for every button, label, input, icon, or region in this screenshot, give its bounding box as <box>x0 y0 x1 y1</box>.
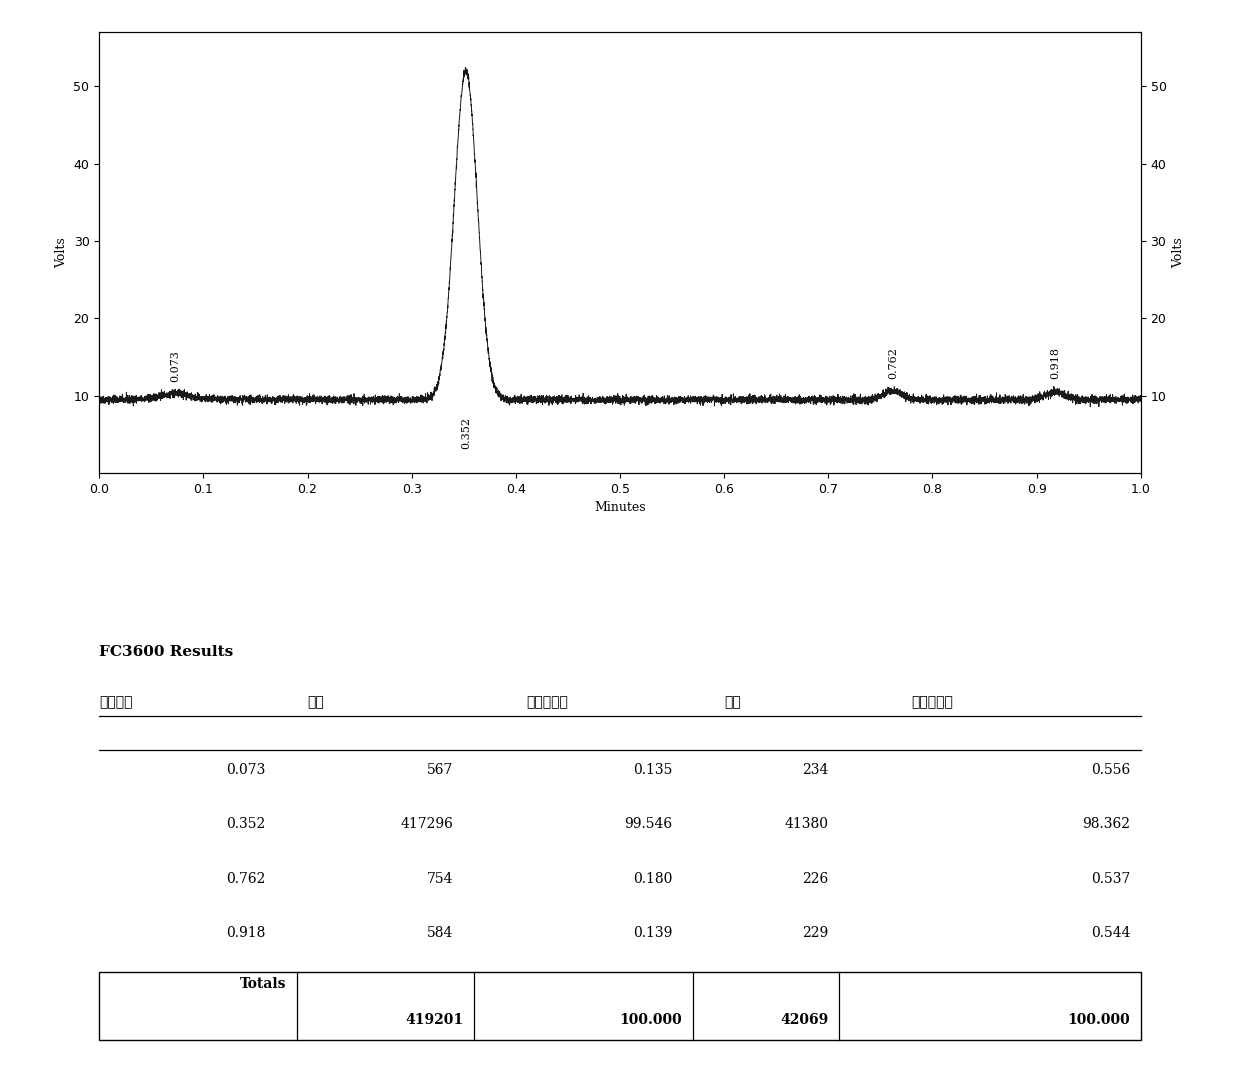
Text: 0.762: 0.762 <box>888 347 898 378</box>
Text: 0.762: 0.762 <box>227 872 265 886</box>
X-axis label: Minutes: Minutes <box>594 501 646 514</box>
Text: 0.352: 0.352 <box>227 817 265 831</box>
Text: 0.556: 0.556 <box>1091 762 1131 776</box>
Text: 0.073: 0.073 <box>227 762 265 776</box>
Text: 高度百分比: 高度百分比 <box>911 695 954 709</box>
Text: 419201: 419201 <box>405 1013 464 1027</box>
Y-axis label: Volts: Volts <box>1172 237 1185 268</box>
Text: 100.000: 100.000 <box>1068 1013 1131 1027</box>
Text: 0.918: 0.918 <box>227 926 265 940</box>
Text: 99.546: 99.546 <box>624 817 672 831</box>
Text: 面积百分比: 面积百分比 <box>526 695 568 709</box>
Text: 567: 567 <box>427 762 454 776</box>
Text: Totals: Totals <box>241 977 286 991</box>
Text: 0.139: 0.139 <box>632 926 672 940</box>
Text: 234: 234 <box>802 762 828 776</box>
Text: 226: 226 <box>802 872 828 886</box>
Bar <box>99 972 1141 1039</box>
Text: 保留时间: 保留时间 <box>99 695 133 709</box>
Text: 0.135: 0.135 <box>632 762 672 776</box>
Text: 41380: 41380 <box>785 817 828 831</box>
Text: 0.180: 0.180 <box>632 872 672 886</box>
Text: 0.537: 0.537 <box>1091 872 1131 886</box>
Text: 0.544: 0.544 <box>1091 926 1131 940</box>
Text: 0.073: 0.073 <box>170 350 180 382</box>
Text: 100.000: 100.000 <box>620 1013 682 1027</box>
Text: 417296: 417296 <box>401 817 454 831</box>
Y-axis label: Volts: Volts <box>55 237 68 268</box>
Text: 面积: 面积 <box>308 695 325 709</box>
Text: 峰高: 峰高 <box>724 695 742 709</box>
Text: 584: 584 <box>427 926 454 940</box>
Text: 98.362: 98.362 <box>1083 817 1131 831</box>
Text: 0.918: 0.918 <box>1050 347 1060 378</box>
Text: FC3600 Results: FC3600 Results <box>99 645 233 659</box>
Text: 0.352: 0.352 <box>461 417 471 450</box>
Text: 42069: 42069 <box>780 1013 828 1027</box>
Text: 229: 229 <box>802 926 828 940</box>
Text: 754: 754 <box>427 872 454 886</box>
